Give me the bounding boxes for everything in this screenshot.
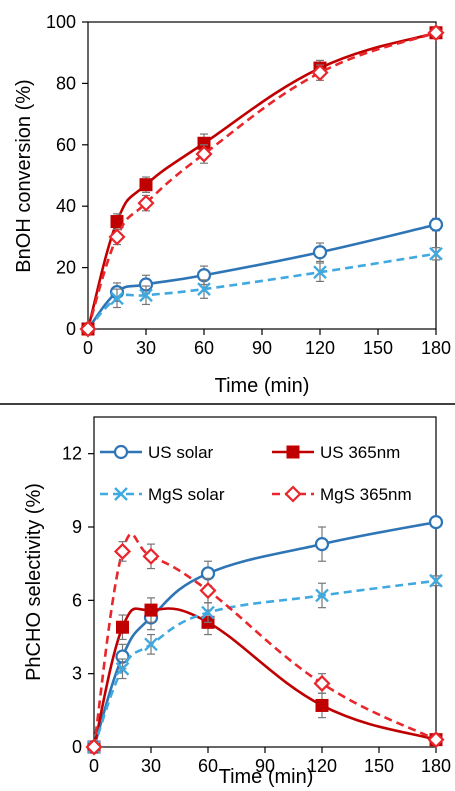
data-point	[199, 581, 217, 600]
x-tick-label: 150	[364, 756, 394, 776]
x-tick-label: 60	[198, 756, 218, 776]
legend: US solar US 365nm MgS solar MgS 365nm	[100, 443, 412, 504]
series-mgs_solar	[81, 246, 443, 336]
data-point	[144, 603, 158, 617]
legend-label: MgS solar	[148, 485, 225, 504]
data-point	[139, 288, 153, 303]
x-tick-label: 30	[141, 756, 161, 776]
data-point	[315, 698, 329, 712]
x-tick-label: 150	[363, 338, 393, 358]
x-tick-label: 180	[421, 338, 451, 358]
y-axis-title: BnOH conversion (%)	[13, 79, 35, 272]
legend-item: MgS solar	[100, 485, 225, 504]
data-point	[137, 194, 155, 212]
data-point	[314, 537, 330, 552]
y-axis-title: PhCHO selectivity (%)	[23, 483, 45, 681]
x-tick-label: 60	[194, 338, 214, 358]
y-tick-label: 40	[56, 196, 76, 216]
data-point	[110, 291, 124, 306]
x-tick-label: 90	[252, 338, 272, 358]
x-axis-title: Time (min)	[215, 375, 310, 397]
y-tick-label: 20	[56, 258, 76, 278]
series-line	[86, 31, 437, 330]
data-point	[79, 320, 97, 338]
y-tick-label: 3	[72, 664, 82, 684]
series-mgs_365	[79, 24, 445, 338]
data-point	[428, 217, 444, 232]
data-point	[311, 64, 329, 82]
series-line	[86, 223, 437, 330]
data-point	[427, 731, 445, 749]
x-tick-label: 90	[255, 756, 275, 776]
data-point	[313, 674, 331, 693]
legend-marker	[286, 445, 300, 459]
data-point	[427, 24, 445, 42]
y-tick-label: 0	[72, 737, 82, 757]
data-point	[429, 573, 443, 588]
series-us_solar	[80, 217, 444, 337]
x-tick-label: 120	[307, 756, 337, 776]
series-line	[92, 607, 437, 748]
legend-label: US solar	[148, 443, 214, 462]
data-point	[110, 215, 124, 229]
data-point	[108, 228, 126, 246]
data-point	[428, 515, 444, 530]
x-tick-label: 120	[305, 338, 335, 358]
data-point	[429, 246, 443, 261]
y-tick-label: 80	[56, 73, 76, 93]
series-mgs_365	[85, 532, 445, 756]
legend-marker	[114, 487, 128, 501]
y-tick-label: 100	[46, 12, 76, 32]
y-tick-label: 9	[72, 517, 82, 537]
data-point	[197, 282, 211, 296]
x-tick-label: 0	[89, 756, 99, 776]
series-line	[92, 532, 437, 748]
data-point	[201, 605, 215, 620]
legend-marker	[284, 485, 302, 503]
x-tick-label: 0	[83, 338, 93, 358]
legend-item: MgS 365nm	[272, 485, 412, 504]
legend-item: US solar	[100, 443, 214, 462]
data-point	[315, 588, 329, 603]
series-us_365	[87, 597, 443, 754]
data-point	[142, 547, 160, 565]
legend-marker	[113, 444, 129, 460]
data-point	[115, 661, 130, 676]
data-point	[113, 542, 132, 561]
data-point	[312, 245, 328, 260]
legend-item: US 365nm	[272, 443, 400, 462]
data-point	[116, 620, 129, 634]
legend-label: US 365nm	[320, 443, 400, 462]
data-point	[195, 145, 213, 163]
series-us_solar	[86, 515, 444, 755]
series-us_365	[81, 26, 443, 336]
data-point	[200, 566, 216, 581]
plot-frame	[93, 416, 437, 748]
series-mgs_solar	[87, 573, 443, 754]
data-point	[139, 178, 153, 192]
y-tick-label: 60	[56, 135, 76, 155]
series-line	[92, 579, 437, 748]
data-point	[144, 637, 158, 652]
y-tick-label: 0	[66, 319, 76, 339]
legend-label: MgS 365nm	[320, 485, 412, 504]
y-tick-label: 6	[72, 590, 82, 610]
x-axis-title: Time (min)	[219, 766, 314, 788]
y-tick-label: 12	[62, 444, 82, 464]
data-point	[313, 265, 327, 280]
x-tick-label: 180	[421, 756, 451, 776]
x-tick-label: 30	[136, 338, 156, 358]
data-point	[85, 738, 103, 756]
selectivity-chart: 0 30 60 90 120 150 180 0 3 6 9 12 US solar US 365nm M…	[23, 416, 451, 788]
